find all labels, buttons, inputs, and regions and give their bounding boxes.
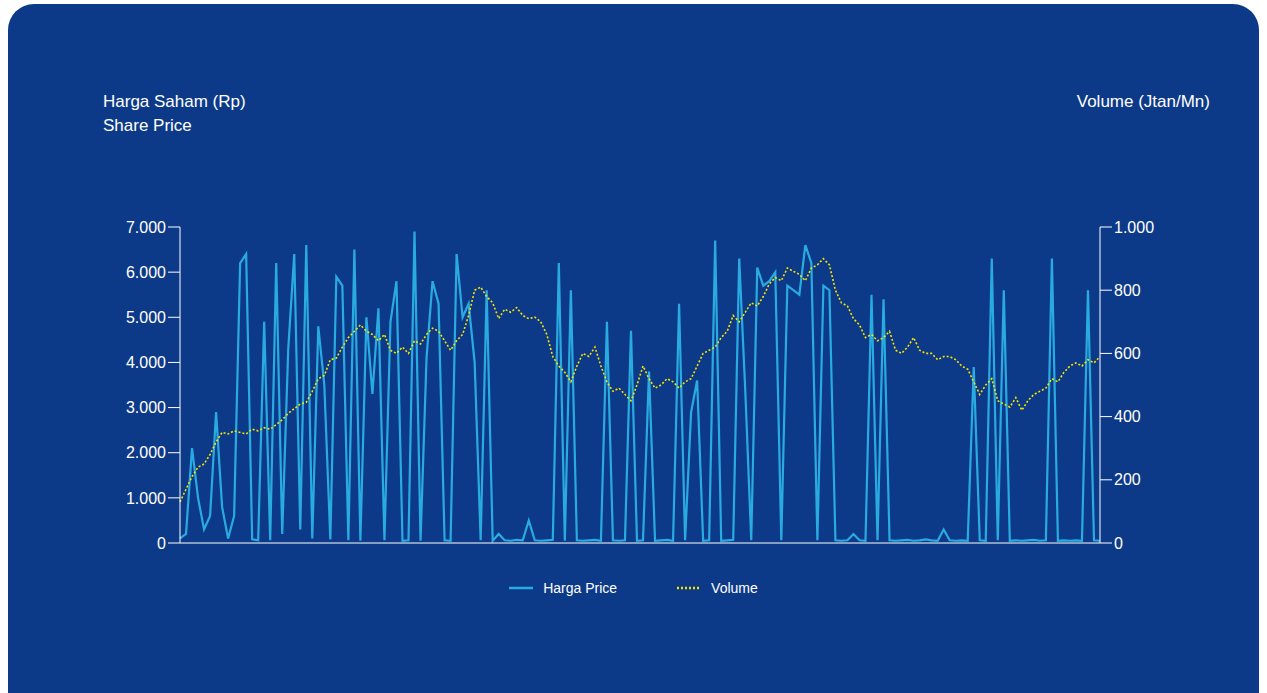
html-text:Volume: Volume xyxy=(711,580,758,596)
svg-text:5.000: 5.000 xyxy=(126,309,166,326)
svg-text:1.000: 1.000 xyxy=(126,490,166,507)
svg-text:200: 200 xyxy=(1114,471,1141,488)
html-text:Share Price: Share Price xyxy=(103,116,192,135)
svg-text:0: 0 xyxy=(157,535,166,552)
svg-text:7.000: 7.000 xyxy=(126,219,166,236)
html-text:Harga Saham (Rp): Harga Saham (Rp) xyxy=(103,92,246,111)
html-text:Volume (Jtan/Mn): Volume (Jtan/Mn) xyxy=(1076,92,1210,111)
svg-text:2.000: 2.000 xyxy=(126,444,166,461)
svg-text:1.000: 1.000 xyxy=(1114,219,1154,236)
svg-text:400: 400 xyxy=(1114,408,1141,425)
svg-text:600: 600 xyxy=(1114,345,1141,362)
svg-text:0: 0 xyxy=(1114,535,1123,552)
svg-text:4.000: 4.000 xyxy=(126,354,166,371)
svg-text:6.000: 6.000 xyxy=(126,264,166,281)
html-text:Harga Price: Harga Price xyxy=(543,580,618,596)
svg-text:3.000: 3.000 xyxy=(126,399,166,416)
svg-text:800: 800 xyxy=(1114,282,1141,299)
